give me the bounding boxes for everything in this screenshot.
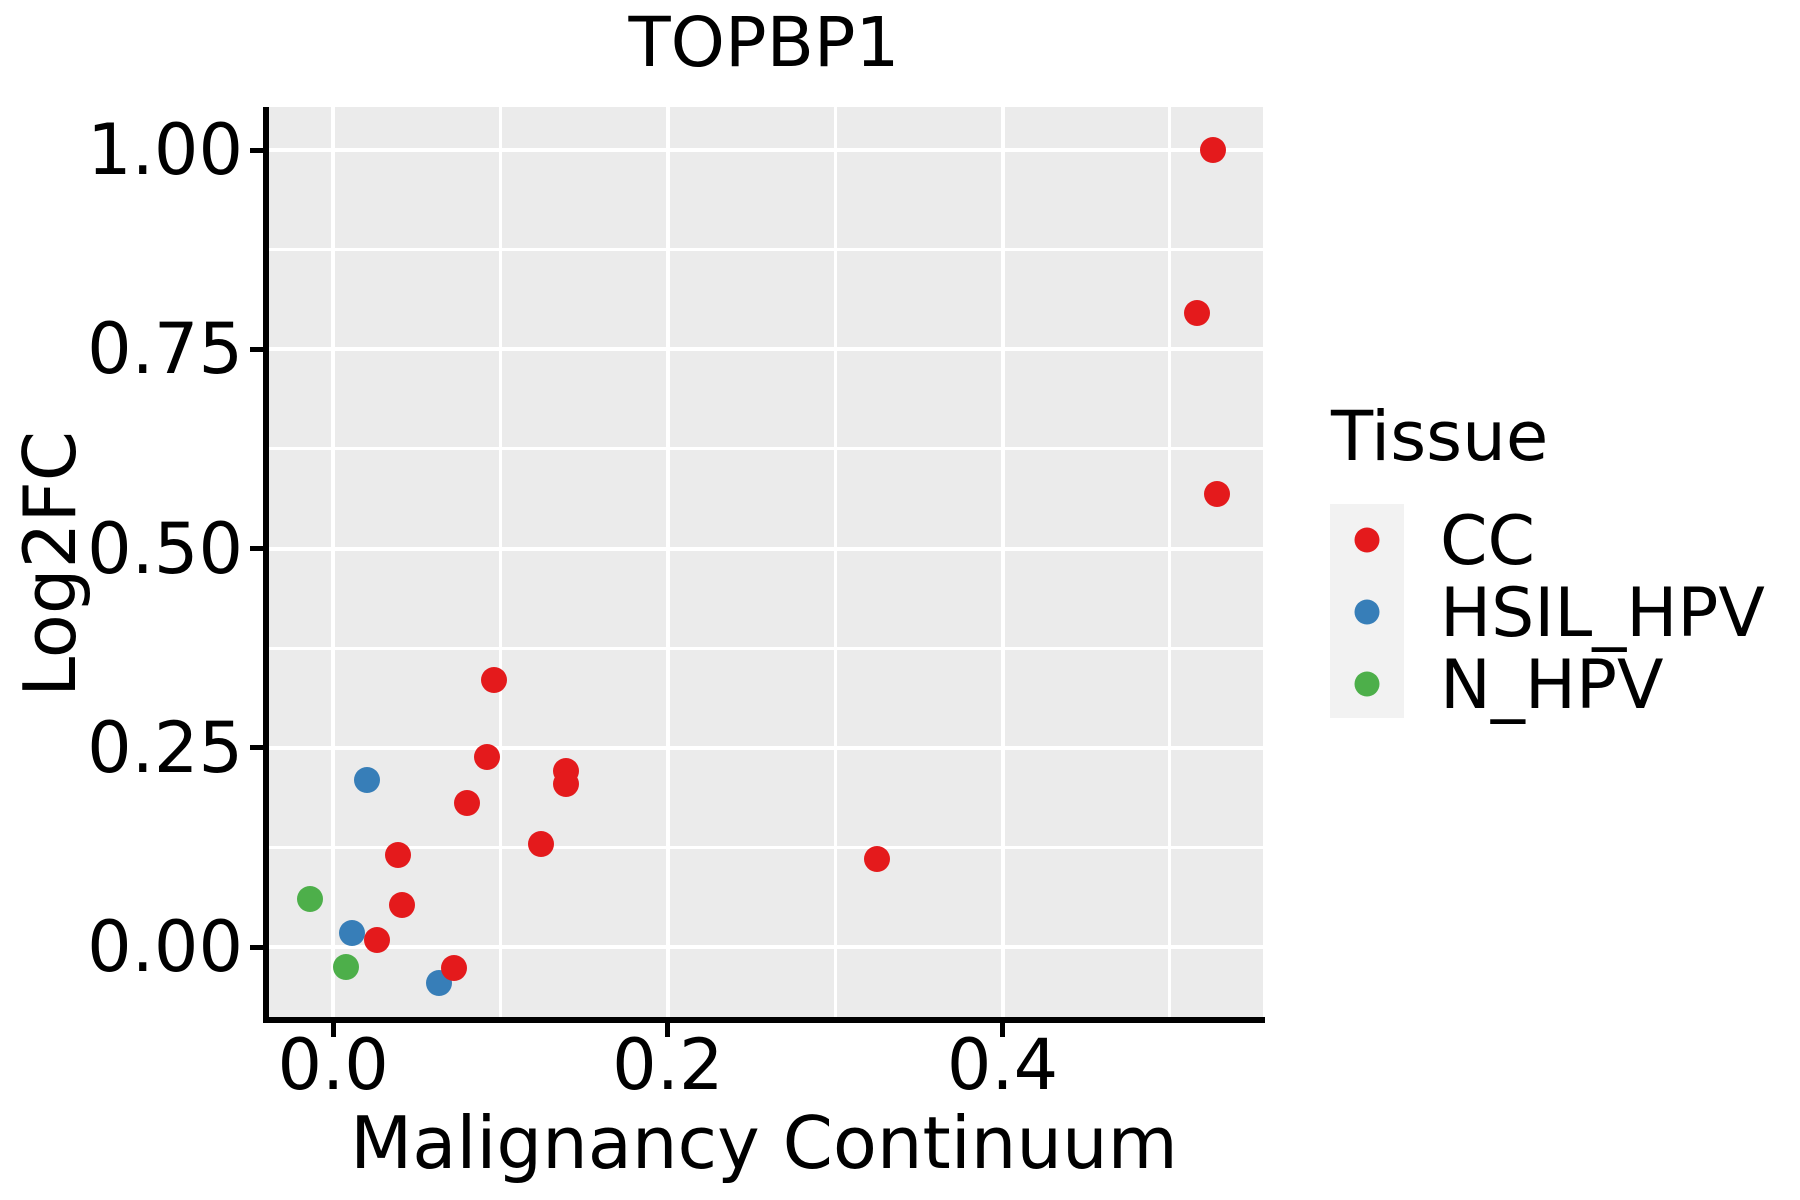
data-point-hsil_hpv [353, 766, 380, 793]
x-major-gridline [1000, 107, 1005, 1018]
legend-label-n-hpv: N_HPV [1440, 646, 1664, 725]
x-axis-title: Malignancy Continuum [350, 1101, 1178, 1185]
data-point-cc [440, 954, 467, 981]
y-tick-mark [250, 944, 264, 950]
y-tick-label: 0.00 [87, 906, 243, 989]
data-point-cc [1200, 137, 1227, 164]
y-major-gridline [267, 945, 1263, 950]
y-major-gridline [267, 347, 1263, 352]
y-axis-title: Log2FC [8, 430, 92, 698]
data-point-n_hpv [333, 953, 360, 980]
y-tick-label: 0.75 [87, 308, 243, 391]
y-minor-gridline [267, 845, 1263, 849]
y-tick-mark [250, 745, 264, 751]
plot-panel [267, 107, 1263, 1018]
data-point-cc [363, 926, 390, 953]
plot-title: TOPBP1 [628, 3, 900, 83]
y-minor-gridline [267, 646, 1263, 650]
y-tick-label: 0.25 [87, 706, 243, 789]
x-tick-label: 0.0 [277, 1024, 389, 1106]
data-point-n_hpv [296, 886, 323, 913]
data-point-cc [552, 770, 579, 797]
y-tick-label: 1.00 [87, 109, 243, 192]
x-tick-mark [1000, 1022, 1006, 1037]
data-point-cc [388, 891, 415, 918]
x-tick-mark [330, 1022, 336, 1037]
legend-label-cc: CC [1440, 502, 1535, 581]
x-minor-gridline [498, 107, 502, 1018]
legend-label-hsil-hpv: HSIL_HPV [1440, 574, 1765, 653]
y-tick-mark [250, 346, 264, 352]
legend-dot-n-hpv [1354, 671, 1380, 697]
data-point-hsil_hpv [338, 919, 365, 946]
y-axis-line [263, 107, 269, 1020]
data-point-cc [454, 789, 480, 816]
y-major-gridline [267, 745, 1263, 750]
data-point-cc [480, 667, 507, 694]
x-tick-label: 0.2 [612, 1024, 724, 1106]
x-tick-label: 0.4 [946, 1024, 1059, 1106]
legend-keys [1330, 504, 1404, 718]
x-axis-line [263, 1017, 1265, 1023]
y-tick-mark [250, 147, 264, 153]
legend-dot-hsil-hpv [1354, 599, 1380, 625]
data-point-cc [864, 846, 891, 873]
y-tick-mark [250, 546, 264, 552]
x-major-gridline [665, 107, 670, 1018]
data-point-cc [385, 842, 412, 869]
y-major-gridline [267, 546, 1263, 551]
y-minor-gridline [267, 447, 1263, 451]
x-major-gridline [331, 107, 336, 1018]
y-minor-gridline [267, 248, 1263, 252]
data-point-cc [1183, 300, 1210, 327]
data-point-cc [474, 744, 501, 771]
data-point-cc [527, 831, 554, 858]
legend-title: Tissue [1331, 397, 1549, 477]
x-tick-mark [665, 1022, 671, 1037]
x-minor-gridline [1168, 107, 1172, 1018]
legend-dot-cc [1354, 527, 1380, 553]
y-tick-label: 0.50 [87, 507, 243, 590]
data-point-cc [1203, 481, 1230, 508]
y-major-gridline [267, 148, 1263, 153]
x-minor-gridline [833, 107, 837, 1018]
